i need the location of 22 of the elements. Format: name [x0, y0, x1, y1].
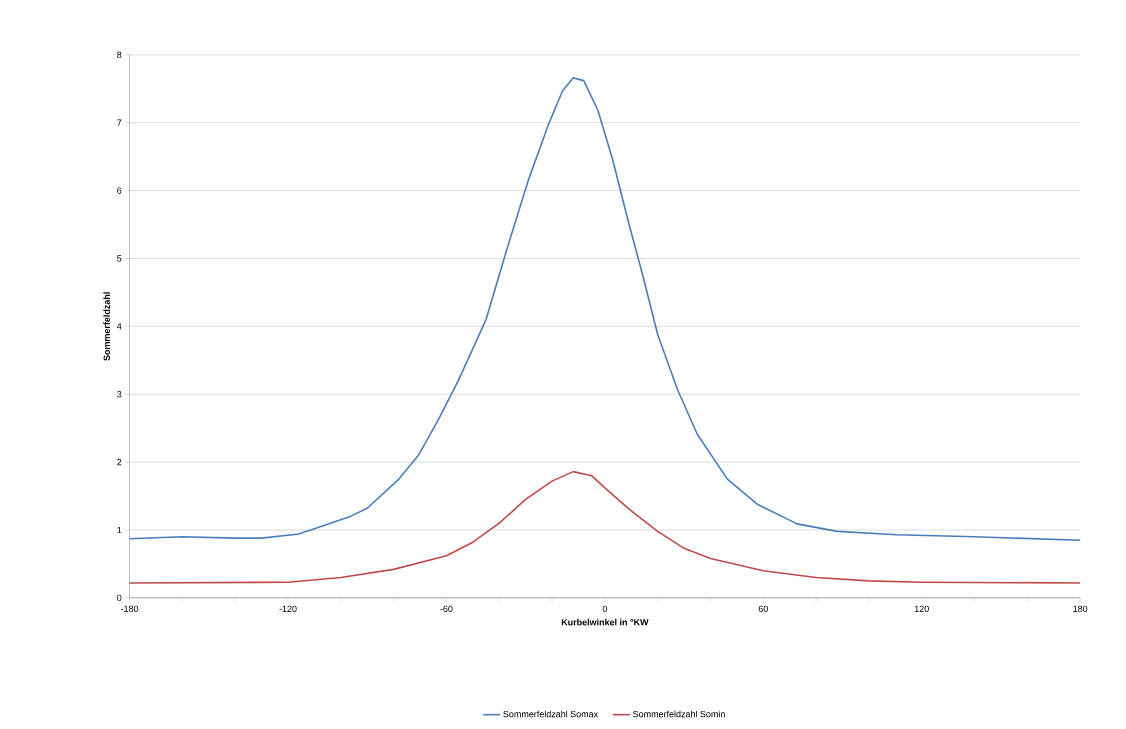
- x-tick-label: 180: [1073, 605, 1088, 612]
- legend-label: Sommerfeldzahl Somin: [633, 710, 725, 718]
- y-axis-title: Sommerfeldzahl: [103, 292, 110, 361]
- x-tick-label: -60: [440, 605, 453, 612]
- y-tick-label: 0: [117, 594, 122, 601]
- y-tick-label: 3: [117, 390, 122, 398]
- x-tick-label: 0: [602, 605, 607, 612]
- y-tick-label: 7: [117, 119, 122, 126]
- x-tick-label: 60: [758, 605, 768, 612]
- legend-label: Sommerfeldzahl Somax: [503, 710, 599, 718]
- x-tick-label: -120: [279, 605, 297, 612]
- y-tick-label: 8: [117, 51, 122, 58]
- x-tick-label: -180: [120, 605, 139, 612]
- y-tick-label: 4: [116, 323, 122, 330]
- x-axis-title: Kurbelwinkel in °KW: [561, 618, 649, 626]
- y-tick-label: 2: [117, 458, 122, 466]
- y-tick-label: 6: [117, 187, 122, 194]
- line-series: [128, 470, 1081, 584]
- line-series: [128, 76, 1081, 541]
- y-tick-label: 1: [117, 526, 122, 533]
- x-tick-label: 120: [914, 605, 929, 612]
- y-tick-label: 5: [117, 255, 122, 262]
